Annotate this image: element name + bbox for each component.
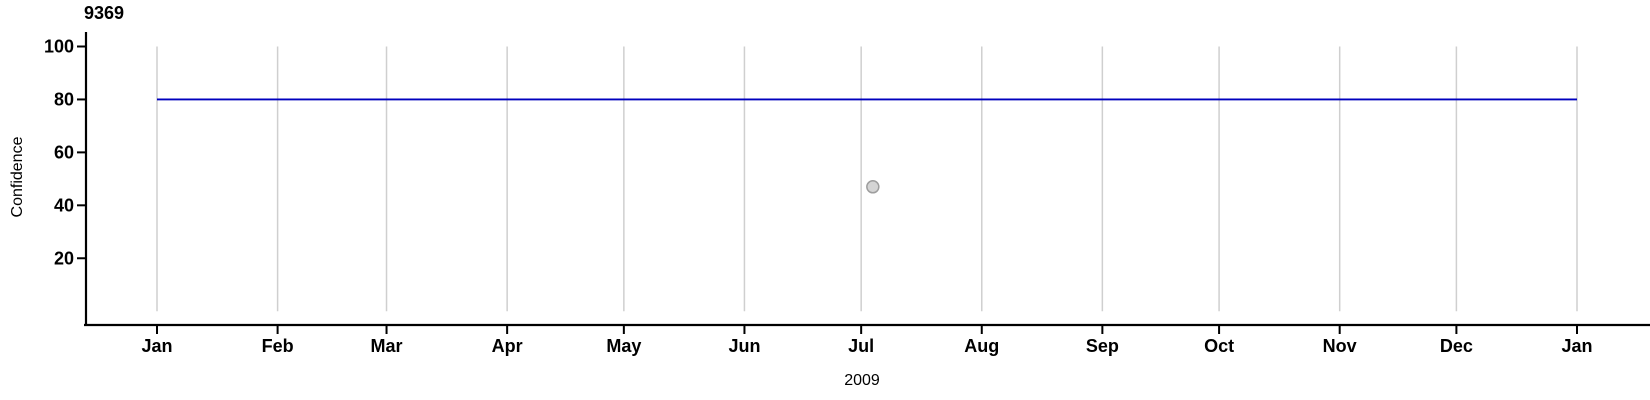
- y-tick-label: 80: [54, 89, 74, 109]
- chart-title: 9369: [84, 3, 125, 23]
- x-tick-label: Mar: [371, 336, 403, 356]
- x-tick-label: Aug: [964, 336, 999, 356]
- y-tick-label: 20: [54, 248, 74, 268]
- x-tick-label: Jan: [1561, 336, 1592, 356]
- x-tick-label: Nov: [1323, 336, 1357, 356]
- x-tick-label: Sep: [1086, 336, 1119, 356]
- x-tick-label: Oct: [1204, 336, 1234, 356]
- x-tick-label: Jun: [728, 336, 760, 356]
- x-tick-label: Jan: [141, 336, 172, 356]
- x-tick-label: Apr: [492, 336, 523, 356]
- x-tick-label: Feb: [262, 336, 294, 356]
- y-tick-label: 60: [54, 142, 74, 162]
- observation-point: [866, 180, 880, 194]
- x-tick-label: Jul: [848, 336, 874, 356]
- y-axis-title: Confidence: [9, 136, 26, 218]
- y-tick-label: 100: [44, 37, 74, 57]
- x-tick-label: May: [606, 336, 641, 356]
- x-tick-label: Dec: [1440, 336, 1473, 356]
- x-axis-title: 2009: [844, 372, 880, 389]
- y-tick-label: 40: [54, 195, 74, 215]
